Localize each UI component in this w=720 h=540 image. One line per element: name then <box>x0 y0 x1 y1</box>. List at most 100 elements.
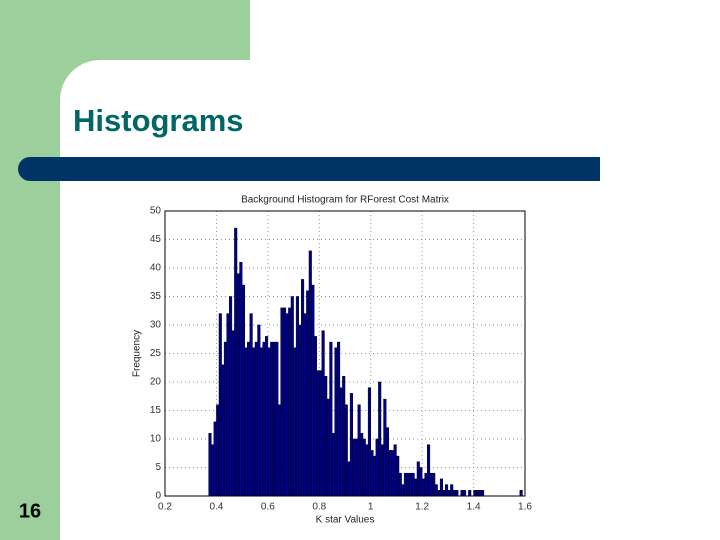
bar <box>280 307 284 497</box>
bar <box>473 490 477 497</box>
bar <box>481 490 485 497</box>
bar <box>337 341 341 497</box>
bar <box>288 307 292 497</box>
y-tick-label: 45 <box>150 234 162 245</box>
bar <box>429 472 433 497</box>
bar <box>267 347 271 497</box>
x-tick-label: 1.6 <box>518 502 532 513</box>
bar <box>355 438 359 497</box>
bar <box>391 450 395 497</box>
bar <box>313 336 317 497</box>
bar <box>352 438 356 497</box>
chart-title: Background Histogram for RForest Cost Ma… <box>241 195 449 206</box>
y-tick-label: 25 <box>150 348 162 359</box>
bar <box>331 433 335 497</box>
bar <box>221 364 225 497</box>
bar <box>301 279 305 497</box>
bar <box>252 347 256 497</box>
slide-title: Histograms <box>73 103 244 138</box>
bar <box>519 490 523 497</box>
bar <box>432 472 436 497</box>
bar <box>334 347 338 497</box>
bar <box>226 313 230 497</box>
bar <box>362 438 366 497</box>
bar <box>208 433 212 497</box>
bar <box>241 284 245 497</box>
bar <box>385 427 389 497</box>
bar <box>360 433 364 497</box>
bar <box>424 472 428 497</box>
x-tick-label: 1 <box>368 502 374 513</box>
bar <box>259 347 263 497</box>
bar <box>468 490 472 497</box>
bar <box>373 455 377 497</box>
bar <box>434 484 438 497</box>
bar <box>265 336 269 497</box>
bar <box>295 296 299 497</box>
x-tick-label: 0.4 <box>209 502 223 513</box>
bar <box>367 387 371 497</box>
title-rule <box>18 157 600 181</box>
bar <box>218 313 222 497</box>
bar <box>357 404 361 497</box>
bar <box>370 450 374 497</box>
x-tick-label: 0.2 <box>158 502 172 513</box>
bar <box>326 398 330 497</box>
bar <box>421 478 425 497</box>
bar <box>347 461 351 497</box>
bar <box>321 330 325 497</box>
bar <box>442 490 446 497</box>
bar <box>275 341 279 497</box>
corner <box>60 60 100 100</box>
bar <box>229 296 233 497</box>
bar <box>439 478 443 497</box>
bar <box>401 484 405 497</box>
bar <box>216 404 220 497</box>
bar <box>349 393 353 497</box>
bar <box>447 490 451 497</box>
bar <box>213 421 217 497</box>
bar <box>455 490 459 497</box>
bar <box>223 341 227 497</box>
bar <box>270 341 274 497</box>
bar <box>452 490 456 497</box>
bar <box>342 376 346 497</box>
bar <box>416 461 420 497</box>
page-number: 16 <box>19 500 41 522</box>
top-band <box>0 0 250 60</box>
bar <box>450 484 454 497</box>
y-tick-label: 5 <box>155 462 161 473</box>
bar <box>411 472 415 497</box>
x-tick-label: 1.2 <box>415 502 429 513</box>
bar <box>262 341 266 497</box>
bar <box>380 444 384 497</box>
bar <box>308 250 312 497</box>
bar <box>277 404 281 497</box>
bar <box>427 444 431 497</box>
bar <box>406 472 410 497</box>
bar <box>475 490 479 497</box>
y-tick-label: 35 <box>150 291 162 302</box>
bar <box>396 455 400 497</box>
bar <box>211 444 215 497</box>
bar <box>249 313 253 497</box>
bar <box>365 444 369 497</box>
bar <box>257 324 261 497</box>
bar <box>393 444 397 497</box>
bar <box>419 467 423 497</box>
bar <box>306 290 310 497</box>
bar <box>329 341 333 497</box>
bar <box>375 438 379 497</box>
bar <box>283 307 287 497</box>
bar <box>409 472 413 497</box>
y-tick-label: 50 <box>150 206 162 217</box>
x-tick-label: 0.8 <box>312 502 326 513</box>
y-tick-label: 10 <box>150 434 162 445</box>
bar <box>298 324 302 497</box>
bar <box>244 347 248 497</box>
y-tick-label: 40 <box>150 263 162 274</box>
x-axis-label: K star Values <box>316 515 375 526</box>
bar <box>285 313 289 497</box>
